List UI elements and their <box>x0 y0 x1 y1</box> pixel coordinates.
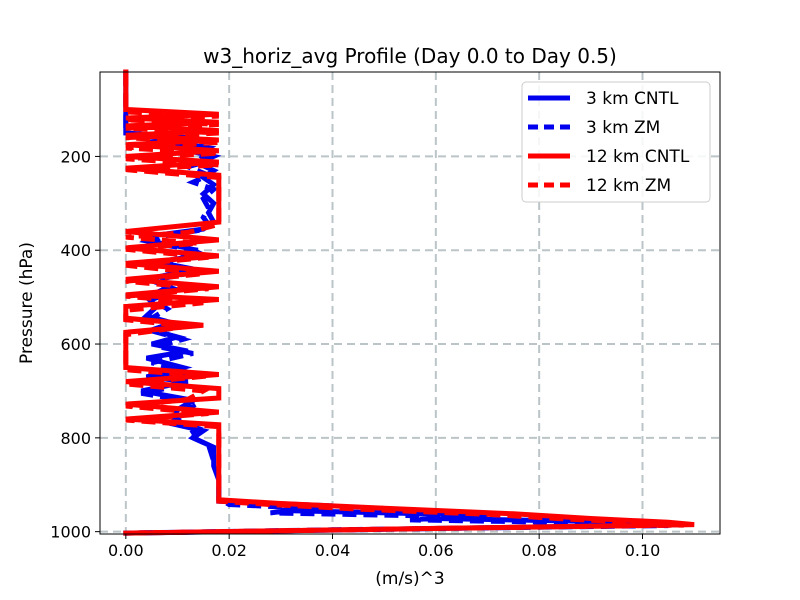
y-tick-label: 200 <box>60 147 91 166</box>
legend-label: 12 km ZM <box>586 176 671 196</box>
y-tick-label: 600 <box>60 335 91 354</box>
plot-frame <box>99 71 721 535</box>
legend-box <box>521 81 711 203</box>
legend-label: 3 km CNTL <box>586 89 679 109</box>
y-tick-label: 800 <box>60 429 91 448</box>
y-axis-ticks: 200 400 600 800 1000 <box>50 147 100 542</box>
series-line-12-km-zm <box>123 72 684 536</box>
x-axis-label: (m/s)^3 <box>375 569 444 589</box>
legend-label: 3 km ZM <box>586 118 660 138</box>
x-tick-label: 0.06 <box>418 541 454 560</box>
x-tick-label: 0.08 <box>521 541 557 560</box>
x-axis-ticks: 0.00 0.02 0.04 0.06 0.08 0.10 <box>108 534 660 560</box>
series-layer <box>123 69 695 536</box>
y-axis-label: Pressure (hPa) <box>17 242 37 364</box>
chart-title: w3_horiz_avg Profile (Day 0.0 to Day 0.5… <box>203 44 617 68</box>
legend-label: 12 km CNTL <box>586 147 690 167</box>
x-tick-label: 0.04 <box>315 541 351 560</box>
x-tick-label: 0.02 <box>211 541 247 560</box>
y-tick-label: 1000 <box>50 523 91 542</box>
x-tick-label: 0.10 <box>625 541 661 560</box>
y-tick-label: 400 <box>60 241 91 260</box>
legend: 3 km CNTL 3 km ZM 12 km CNTL 12 km ZM <box>521 81 711 203</box>
x-tick-label: 0.00 <box>108 541 144 560</box>
legend-items: 3 km CNTL 3 km ZM 12 km CNTL 12 km ZM <box>528 89 690 196</box>
grid-layer <box>100 72 720 534</box>
